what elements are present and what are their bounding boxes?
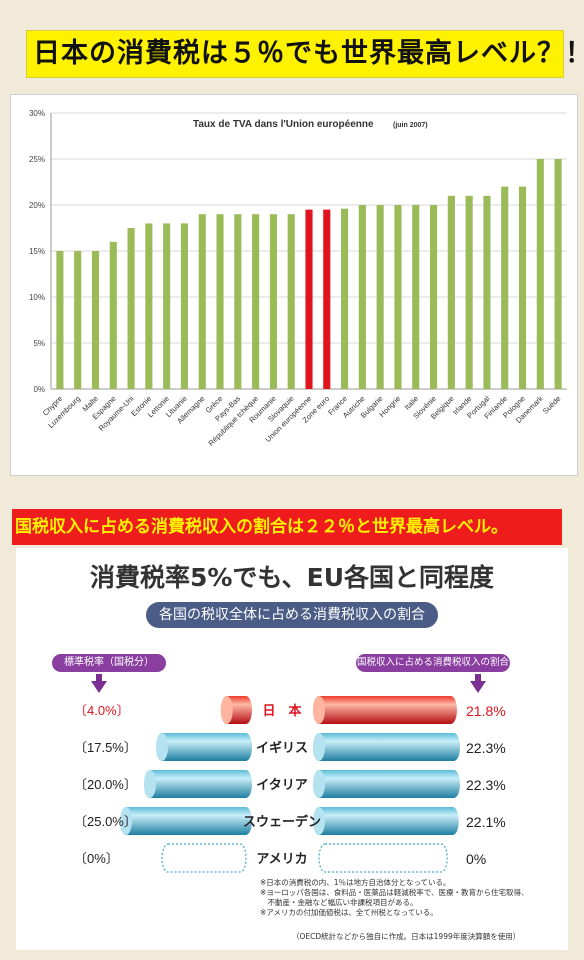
country-label: 日 本 <box>262 703 301 719</box>
bar-end <box>313 733 325 761</box>
bar-end <box>220 696 233 724</box>
standard-rate-label: 標準税率（国税分） <box>52 654 166 672</box>
y-tick-label: 20% <box>29 201 45 210</box>
bar-end <box>144 770 156 798</box>
bar <box>156 733 252 761</box>
arrow-down-icon <box>470 681 486 693</box>
bar <box>429 205 438 389</box>
footnote: ※アメリカの付加価値税は、全て州税となっている。 <box>260 908 438 917</box>
y-tick-label: 30% <box>29 109 45 118</box>
subheadline-text: 国税収入に占める消費税収入の割合は２２％と世界最高レベル。 <box>15 517 508 537</box>
bar <box>287 214 295 389</box>
footnote: ※日本の消費税の内、1％は地方自治体分となっている。 <box>260 878 451 887</box>
subheadline-banner: 国税収入に占める消費税収入の割合は２２％と世界最高レベル。 <box>12 509 562 545</box>
arrow-down-icon <box>91 681 107 693</box>
bar <box>394 205 402 389</box>
bar <box>198 214 206 389</box>
bar <box>269 214 277 389</box>
x-tick-label: Suède <box>541 394 563 416</box>
share-label: 21.8% <box>466 703 506 719</box>
bar <box>313 770 460 798</box>
source-note: （OECD統計などから独自に作成。日本は1999年度決算額を使用） <box>292 932 521 941</box>
bar <box>234 214 242 389</box>
y-tick-label: 15% <box>29 247 45 256</box>
bar <box>305 209 313 389</box>
bar <box>358 205 366 389</box>
footnotes: ※日本の消費税の内、1％は地方自治体分となっている。 ※ヨーロッパ各国は、食料品… <box>260 878 560 918</box>
y-tick-label: 0% <box>33 385 45 394</box>
bar <box>91 251 100 389</box>
bar <box>313 733 460 761</box>
bar <box>483 195 491 389</box>
bar-end <box>313 807 325 835</box>
consumption-tax-share-panel: 消費税率5%でも、EU各国と同程度 各国の税収全体に占める消費税収入の割合 標準… <box>16 548 568 950</box>
rate-label: 〔20.0%〕 <box>74 777 137 792</box>
rate-label: 〔4.0%〕 <box>74 703 130 718</box>
bar <box>554 159 562 389</box>
share-label: 22.3% <box>466 740 506 756</box>
bar <box>120 807 252 835</box>
bar <box>252 214 260 389</box>
bar <box>180 223 189 389</box>
rate-label: 〔17.5%〕 <box>74 740 137 755</box>
arrow-down-icon-stem-left <box>96 674 102 682</box>
bar <box>518 186 527 389</box>
country-label: イギリス <box>256 740 308 756</box>
y-tick-label: 5% <box>33 339 45 348</box>
bar <box>109 241 117 389</box>
share-label: 22.1% <box>466 814 506 830</box>
y-tick-label: 25% <box>29 155 45 164</box>
bar <box>163 223 171 389</box>
bar <box>313 696 457 724</box>
bar <box>376 205 384 389</box>
bar-end <box>156 733 168 761</box>
revenue-share-label: 国税収入に占める消費税収入の割合 <box>356 654 510 672</box>
vat-eu-chart: 0% 5% 10% 15% 20% 25% 30% Taux de TVA dans l'Un… <box>10 94 578 476</box>
headline-text: 日本の消費税は５％でも世界最高レベル？！ <box>33 38 584 69</box>
bar <box>341 208 349 389</box>
vat-eu-chart-svg: 0% 5% 10% 15% 20% 25% 30% Taux de TVA dans l'Un… <box>29 109 567 448</box>
rate-label: 〔0%〕 <box>74 851 119 866</box>
panel-subtitle: 各国の税収全体に占める消費税収入の割合 <box>146 602 438 628</box>
empty-bar <box>161 843 247 873</box>
bar <box>412 205 420 389</box>
empty-bar <box>318 843 448 873</box>
bar <box>74 251 82 389</box>
tax-comparison-svg: 〔4.0%〕 日 本 21.8% 〔17.5%〕 イギリス 22.3% 〔20.0%〕 イタリ… <box>74 696 506 873</box>
bar <box>144 770 252 798</box>
share-label: 22.3% <box>466 777 506 793</box>
bar <box>501 186 509 389</box>
country-label: アメリカ <box>256 852 307 867</box>
headline-banner: 日本の消費税は５％でも世界最高レベル？！ <box>26 30 584 78</box>
bar <box>447 195 455 389</box>
country-label: スウェーデン <box>243 814 321 830</box>
bar <box>127 228 135 389</box>
bar <box>313 807 459 835</box>
bar <box>536 159 544 389</box>
bar <box>323 209 331 389</box>
bar-end <box>313 696 325 724</box>
y-tick-label: 10% <box>29 293 45 302</box>
bar <box>465 195 473 389</box>
bar <box>216 214 224 389</box>
chart-title-note: (juin 2007) <box>393 122 428 129</box>
chart-title: Taux de TVA dans l'Union européenne <box>193 119 374 130</box>
rate-label: 〔25.0%〕 <box>74 814 137 829</box>
bar <box>145 223 153 389</box>
footnote: 不動産・金融など幅広い非課税項目がある。 <box>260 898 418 907</box>
bar-end <box>313 770 325 798</box>
bar <box>56 251 64 389</box>
share-label: 0% <box>466 851 486 867</box>
panel-title: 消費税率5%でも、EU各国と同程度 <box>89 563 495 592</box>
footnote: ※ヨーロッパ各国は、食料品・医薬品は軽減税率で、医療・教育から住宅取得、 <box>260 888 529 897</box>
arrow-down-icon-stem-right <box>475 674 481 682</box>
country-label: イタリア <box>256 778 307 793</box>
bar-end <box>120 807 132 835</box>
